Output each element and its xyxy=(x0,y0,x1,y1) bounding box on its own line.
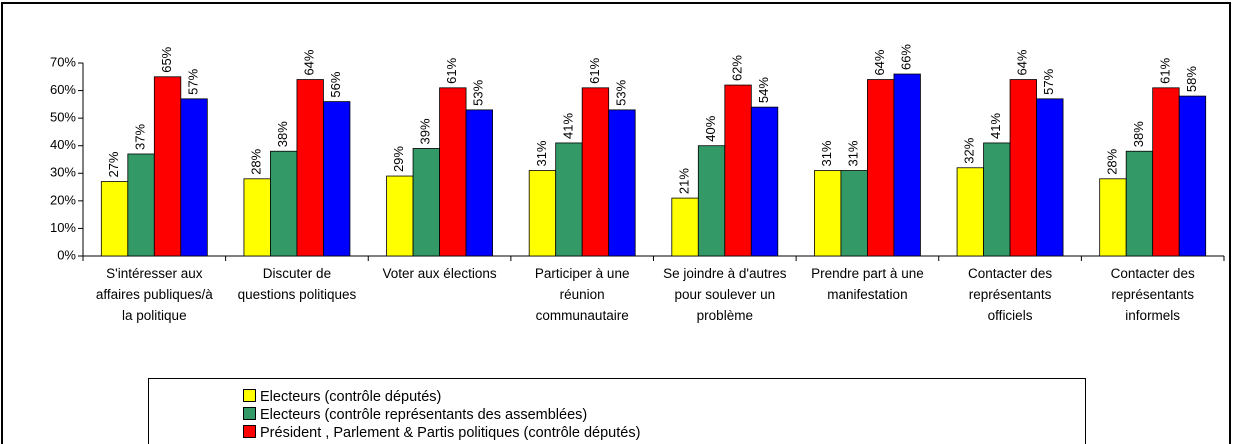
y-tick-label: 20% xyxy=(50,192,76,207)
legend-label: Electeurs (contrôle représentants des as… xyxy=(260,407,588,423)
bar xyxy=(840,170,868,257)
bar xyxy=(1036,98,1064,257)
data-label: 31% xyxy=(534,140,549,166)
data-label: 28% xyxy=(249,148,264,174)
bar xyxy=(439,87,467,257)
x-tick-label: Prendre part à une manifestation xyxy=(811,266,924,302)
bar xyxy=(243,178,271,257)
data-label: 58% xyxy=(1184,66,1199,92)
bar xyxy=(465,109,493,257)
data-label: 31% xyxy=(819,140,834,166)
x-tick-label: S'intéresser aux affaires publiques/à la… xyxy=(95,266,213,323)
legend-item: Président , Parlement & Partis politique… xyxy=(243,424,640,442)
data-label: 38% xyxy=(275,121,290,147)
y-tick-label: 60% xyxy=(50,82,76,97)
bar xyxy=(1152,87,1180,257)
bar xyxy=(100,181,129,257)
data-label: 56% xyxy=(328,71,343,97)
data-label: 29% xyxy=(391,146,406,172)
bar xyxy=(528,170,557,257)
legend: Electeurs (contrôle députés) Electeurs (c… xyxy=(148,378,1086,444)
y-tick-label: 50% xyxy=(50,110,76,125)
bar xyxy=(323,101,351,257)
bar xyxy=(893,73,921,257)
bar xyxy=(1125,150,1154,257)
y-tick-label: 40% xyxy=(50,137,76,152)
data-label: 61% xyxy=(1157,57,1172,83)
bar xyxy=(697,145,726,257)
legend-swatch xyxy=(243,407,256,420)
data-label: 31% xyxy=(846,140,861,166)
legend-label: Electeurs (contrôle députés) xyxy=(260,389,442,405)
data-label: 54% xyxy=(756,77,771,103)
bar xyxy=(412,148,440,257)
bar xyxy=(1178,95,1207,257)
bar xyxy=(1009,79,1037,257)
legend-item: Electeurs (contrôle députés) xyxy=(243,388,441,406)
y-tick-label: 10% xyxy=(50,220,76,235)
bar xyxy=(555,142,583,257)
bar xyxy=(153,76,182,257)
bar xyxy=(581,87,610,257)
bar xyxy=(814,170,842,257)
data-label: 40% xyxy=(703,115,718,141)
data-label: 38% xyxy=(1131,121,1146,147)
x-tick-label: Discuter de questions politiques xyxy=(237,266,357,302)
legend-label: Président , Parlement & Partis politique… xyxy=(260,425,641,441)
bar xyxy=(983,142,1011,257)
legend-item: Electeurs (contrôle représentants des as… xyxy=(243,406,587,424)
data-label: 39% xyxy=(418,118,433,144)
x-tick-label: Se joindre à d'autres pour soulever un p… xyxy=(663,266,787,323)
bar xyxy=(386,175,414,257)
bar xyxy=(127,153,155,257)
data-label: 57% xyxy=(186,68,201,94)
data-label: 27% xyxy=(106,151,121,177)
y-tick-label: 70% xyxy=(50,54,76,69)
bar xyxy=(296,79,324,257)
x-tick-label: Contacter des représentants informels xyxy=(1110,266,1195,323)
data-label: 53% xyxy=(471,79,486,105)
data-label: 57% xyxy=(1041,68,1056,94)
data-label: 37% xyxy=(133,124,148,150)
bar xyxy=(750,106,779,257)
data-label: 64% xyxy=(1015,49,1030,75)
bar xyxy=(956,167,984,257)
data-label: 61% xyxy=(587,57,602,83)
data-label: 41% xyxy=(988,112,1003,138)
x-tick-label: Contacter des représentants officiels xyxy=(968,266,1053,323)
data-label: 61% xyxy=(444,57,459,83)
data-label: 32% xyxy=(962,137,977,163)
legend-swatch xyxy=(243,389,256,402)
data-label: 41% xyxy=(560,112,575,138)
x-tick-label: Voter aux élections xyxy=(382,266,497,281)
data-label: 64% xyxy=(872,49,887,75)
x-tick-label: Participer à une réunion communautaire xyxy=(534,266,630,323)
bar xyxy=(608,109,636,257)
data-label: 65% xyxy=(159,46,174,72)
legend-swatch xyxy=(243,425,256,438)
bar xyxy=(180,98,208,257)
data-label: 28% xyxy=(1104,148,1119,174)
data-label: 21% xyxy=(677,168,692,194)
bar xyxy=(724,84,752,257)
data-label: 53% xyxy=(613,79,628,105)
data-label: 66% xyxy=(899,44,914,70)
y-tick-label: 30% xyxy=(50,165,76,180)
bar xyxy=(1099,178,1127,257)
bar xyxy=(270,150,298,257)
bar xyxy=(867,79,895,257)
data-label: 62% xyxy=(730,55,745,81)
data-label: 64% xyxy=(302,49,317,75)
bar xyxy=(671,197,699,257)
y-tick-label: 0% xyxy=(57,247,76,262)
